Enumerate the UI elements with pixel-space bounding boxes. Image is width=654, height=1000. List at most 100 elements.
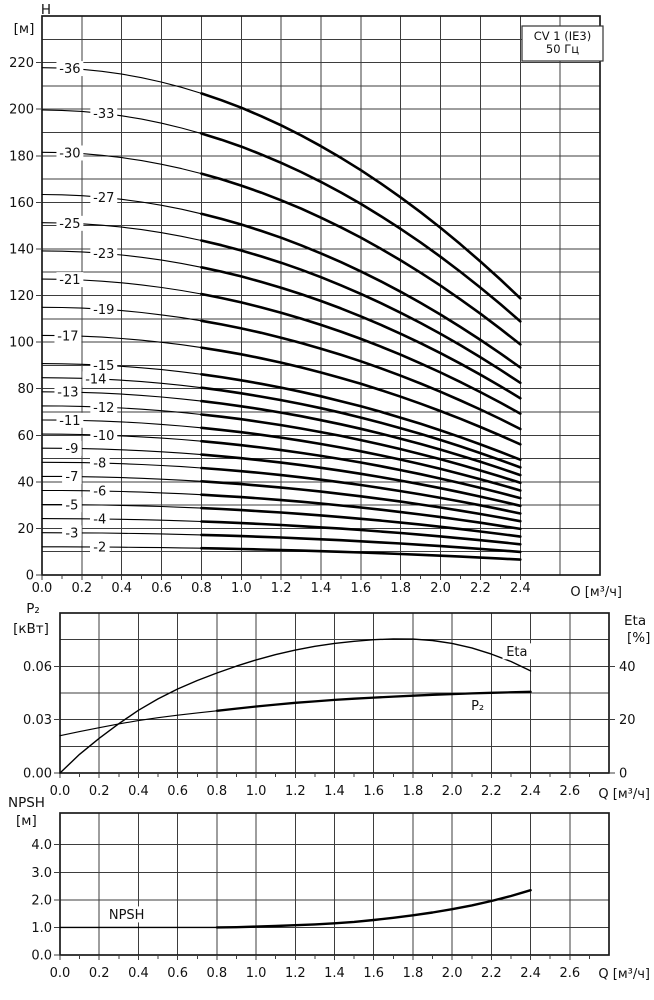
y-tick-label: 0.03 [23, 713, 52, 728]
right-tick-label: 0 [619, 767, 627, 782]
curve--33-thin [41, 109, 202, 135]
curve--14-thin [41, 377, 202, 389]
power-axis-unit: [кВт] [13, 621, 49, 637]
y-tick-label: 200 [9, 103, 34, 118]
curve-label: -2 [93, 541, 106, 556]
npsh-axis-title: NPSH [8, 795, 45, 811]
head-axis-unit: [м] [14, 21, 35, 37]
curve-label-bg [56, 145, 84, 161]
curve--14-thick [200, 386, 522, 469]
x-tick-label: 2.0 [442, 784, 463, 799]
curve-label: -6 [93, 485, 106, 500]
eta-axis-title: Eta [624, 613, 646, 629]
x-tick-label: 1.6 [363, 784, 384, 799]
curve-label: -25 [59, 217, 80, 232]
curve-label: P₂ [471, 699, 484, 714]
curve--19-thick [200, 319, 522, 431]
curve--12-thick [200, 413, 522, 485]
x-tick-label: 0.0 [50, 966, 71, 981]
x-tick-label: 2.0 [442, 966, 463, 981]
y-tick-label: 20 [17, 522, 34, 537]
curve-label-bg [54, 328, 82, 344]
curve-label: -12 [93, 401, 114, 416]
curve-label: -4 [93, 513, 106, 528]
x-axis: 0.0 0.2 0.4 0.6 0.8 1.0 1.2 1.4 1.6 1.8 2.0 2.2 2.4 2… [50, 773, 590, 799]
x-tick-label: 2.6 [559, 784, 580, 799]
y-axis: 0.0 1.0 2.0 3.0 4.0 [31, 838, 60, 964]
curve--7-thick [200, 479, 522, 523]
curve-label-bg [82, 371, 110, 387]
title-box [521, 25, 604, 62]
curve-label-bg [56, 215, 84, 231]
curve-label-bg [89, 511, 110, 527]
y-tick-label: 0.00 [23, 767, 52, 782]
curve--3-thick [200, 533, 522, 554]
curve-label-bg [62, 469, 82, 485]
curves [59, 889, 532, 929]
curve--2-thin [41, 546, 202, 549]
x-tick-label: 0.4 [128, 784, 149, 799]
curve--12-thin [41, 405, 202, 416]
curve--19-thin [41, 306, 202, 322]
x-tick-label: 1.8 [403, 784, 424, 799]
x-tick-label: 1.6 [363, 966, 384, 981]
x-tick-label: 1.4 [324, 966, 345, 981]
curve-NPSH-thick [215, 889, 532, 929]
curve--8-thick [200, 466, 522, 515]
flow-axis-unit-middle: Q [м³/ч] [598, 787, 650, 802]
right-axis: 0 20 40 [609, 660, 636, 782]
y-tick-label: 80 [17, 382, 34, 397]
power-axis-title: P₂ [26, 601, 40, 617]
curve-label: -36 [59, 62, 80, 77]
curve--25-thick [200, 239, 522, 385]
curve--10-thin [41, 433, 202, 442]
curve--10-thick [200, 439, 522, 500]
curve--4-thin [41, 518, 202, 523]
x-tick-label: 1.6 [351, 581, 372, 596]
curve-label: -5 [65, 498, 78, 513]
curve-label-bg [56, 412, 84, 428]
curve-label-bg [54, 384, 82, 400]
x-tick-label: 0.6 [151, 581, 172, 596]
x-tick-label: 1.0 [246, 784, 267, 799]
curves [59, 638, 532, 774]
y-tick-label: 2.0 [31, 893, 52, 908]
x-tick-label: 0.4 [111, 581, 132, 596]
y-axis: 0 20 40 60 80 100 120 140 160 180 200 220 [9, 56, 42, 584]
curve-labels: P₂ Eta [467, 643, 532, 714]
curve-P₂-thin [59, 710, 218, 737]
curve-label: -7 [65, 470, 78, 485]
flow-axis-unit-top: O [м³/ч] [570, 585, 622, 600]
curve-label-bg [56, 272, 84, 288]
head-axis-title: H [41, 2, 51, 18]
curve--15-thin [41, 363, 202, 375]
x-tick-label: 0.4 [128, 966, 149, 981]
x-tick-label: 0.8 [207, 784, 228, 799]
curve-label: -21 [59, 273, 80, 288]
eta-axis-unit: [%] [627, 630, 650, 646]
curve-labels: NPSH [108, 906, 145, 923]
y-tick-label: 140 [9, 242, 34, 257]
x-tick-label: 1.8 [403, 966, 424, 981]
flow-axis-unit-bottom: Q [м³/ч] [598, 967, 650, 982]
curve-label-bg [108, 906, 145, 923]
x-tick-label: 2.2 [470, 581, 491, 596]
curve--23-thick [200, 265, 522, 400]
curve--33-thick [200, 132, 522, 323]
y-tick-label: 160 [9, 196, 34, 211]
curve-label-bg [90, 357, 118, 373]
curve-label-bg [89, 483, 110, 499]
power-efficiency-chart: 0.0 0.2 0.4 0.6 0.8 1.0 1.2 1.4 1.6 1.8 2.0 2.2 2.4 2… [23, 612, 636, 799]
x-tick-label: 0.0 [50, 784, 71, 799]
x-tick-label: 0.8 [207, 966, 228, 981]
curve--36-thick [200, 92, 522, 300]
curve-label: -11 [59, 414, 80, 429]
gridlines [60, 813, 609, 955]
x-tick-label: 2.4 [510, 581, 531, 596]
x-tick-label: 1.0 [231, 581, 252, 596]
curve-label: -8 [93, 457, 106, 472]
y-tick-label: 1.0 [31, 921, 52, 936]
curve-Eta [59, 638, 532, 774]
curve-label: -13 [57, 386, 78, 401]
